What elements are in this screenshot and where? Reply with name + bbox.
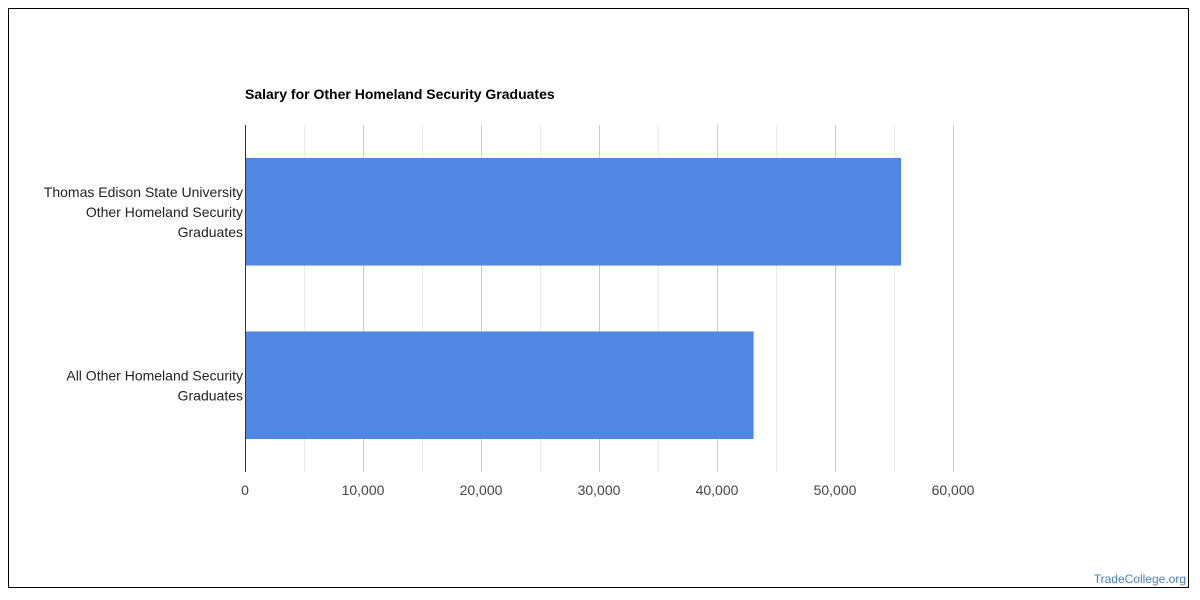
bar-2 [245, 331, 754, 440]
x-tick-label: 10,000 [342, 482, 385, 498]
x-tick-label: 30,000 [578, 482, 621, 498]
x-tick-label: 60,000 [932, 482, 975, 498]
x-tick-label: 50,000 [814, 482, 857, 498]
x-tick-labels: 0 10,000 20,000 30,000 40,000 50,000 60,000 [241, 482, 975, 498]
x-tick-label: 0 [241, 482, 249, 498]
bar-1 [245, 157, 902, 266]
category-label-1: Thomas Edison State University Other Home… [44, 184, 243, 240]
x-tick-label: 20,000 [460, 482, 503, 498]
chart-frame [8, 8, 1189, 588]
bars [245, 157, 902, 440]
category-labels: Thomas Edison State University Other Home… [44, 184, 243, 404]
x-tick-label: 40,000 [696, 482, 739, 498]
watermark-text: TradeCollege.org [1093, 572, 1186, 586]
category-label-2: All Other Homeland Security Graduates [66, 367, 243, 403]
chart-title: Salary for Other Homeland Security Gradu… [245, 86, 555, 102]
